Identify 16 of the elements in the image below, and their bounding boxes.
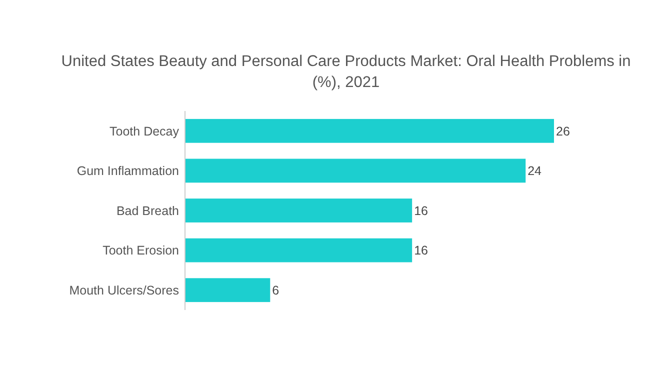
data-label: 24 — [528, 164, 542, 178]
bar — [185, 238, 412, 262]
bar — [185, 278, 270, 302]
data-label: 6 — [272, 283, 280, 298]
data-label: 26 — [556, 124, 570, 138]
y-tick-label: Gum Inflammation — [76, 164, 180, 178]
y-tick-label: Tooth Erosion — [102, 244, 180, 258]
y-tick-label: Tooth Decay — [110, 124, 180, 138]
chart-title: United States Beauty and Personal Care Products Market: Oral Health Problems in (%), 2021 — [61, 53, 631, 91]
y-tick-label: Bad Breath — [116, 204, 180, 218]
bar — [185, 158, 526, 183]
data-label: 16 — [414, 204, 428, 218]
y-tick-label: Mouth Ulcers/Sores — [69, 283, 179, 298]
bar — [185, 118, 554, 143]
data-label: 16 — [414, 244, 428, 258]
bar — [185, 198, 412, 222]
